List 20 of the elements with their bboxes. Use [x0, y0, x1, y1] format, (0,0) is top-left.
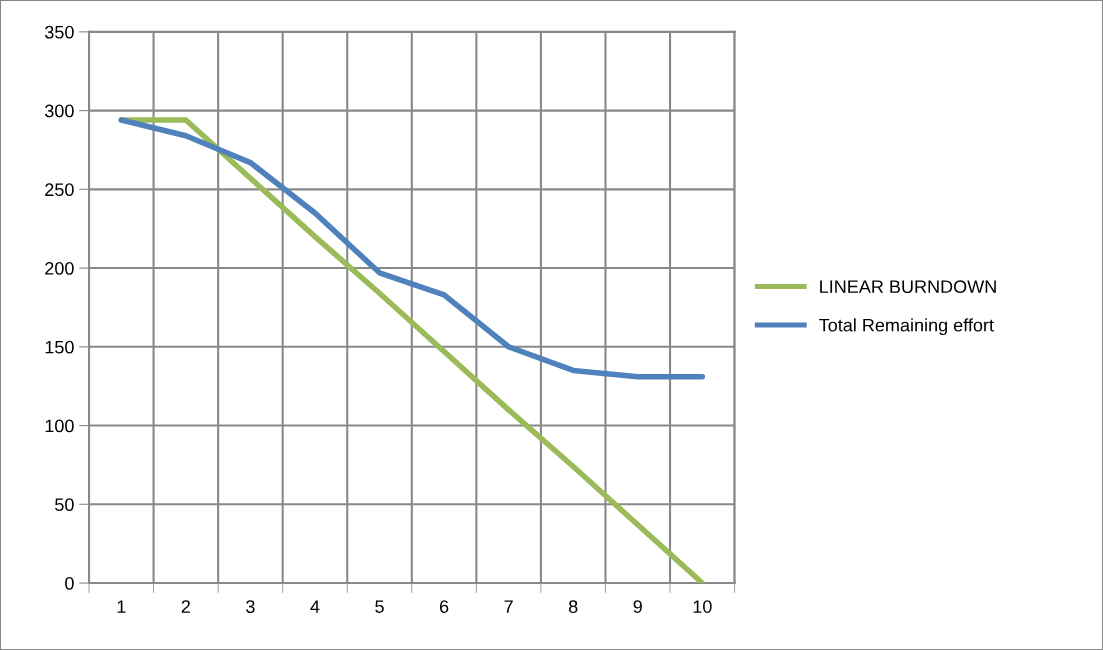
x-tick-label: 3	[246, 600, 255, 613]
x-tick-label: 9	[633, 600, 642, 613]
y-tick-label: 0	[65, 576, 74, 590]
legend-label: LINEAR BURNDOWN	[820, 280, 996, 294]
y-tick-label: 250	[45, 183, 74, 197]
x-tick-label: 2	[181, 600, 190, 613]
y-tick-label: 300	[45, 104, 74, 118]
legend-label: Total Remaining effort	[819, 318, 994, 336]
y-tick-label: 200	[45, 262, 74, 275]
x-tick-label: 6	[439, 600, 449, 613]
x-tick-label: 1	[117, 600, 126, 613]
y-tick-label: 350	[45, 25, 74, 39]
x-tick-label: 8	[568, 600, 578, 613]
x-tick-label: 4	[310, 600, 320, 613]
y-tick-label: 100	[45, 419, 74, 433]
x-tick-label: 5	[375, 600, 384, 613]
x-tick-label: 7	[504, 600, 513, 613]
x-tick-label: 10	[693, 600, 712, 613]
y-tick-label: 50	[55, 498, 74, 512]
y-tick-label: 150	[45, 340, 74, 354]
